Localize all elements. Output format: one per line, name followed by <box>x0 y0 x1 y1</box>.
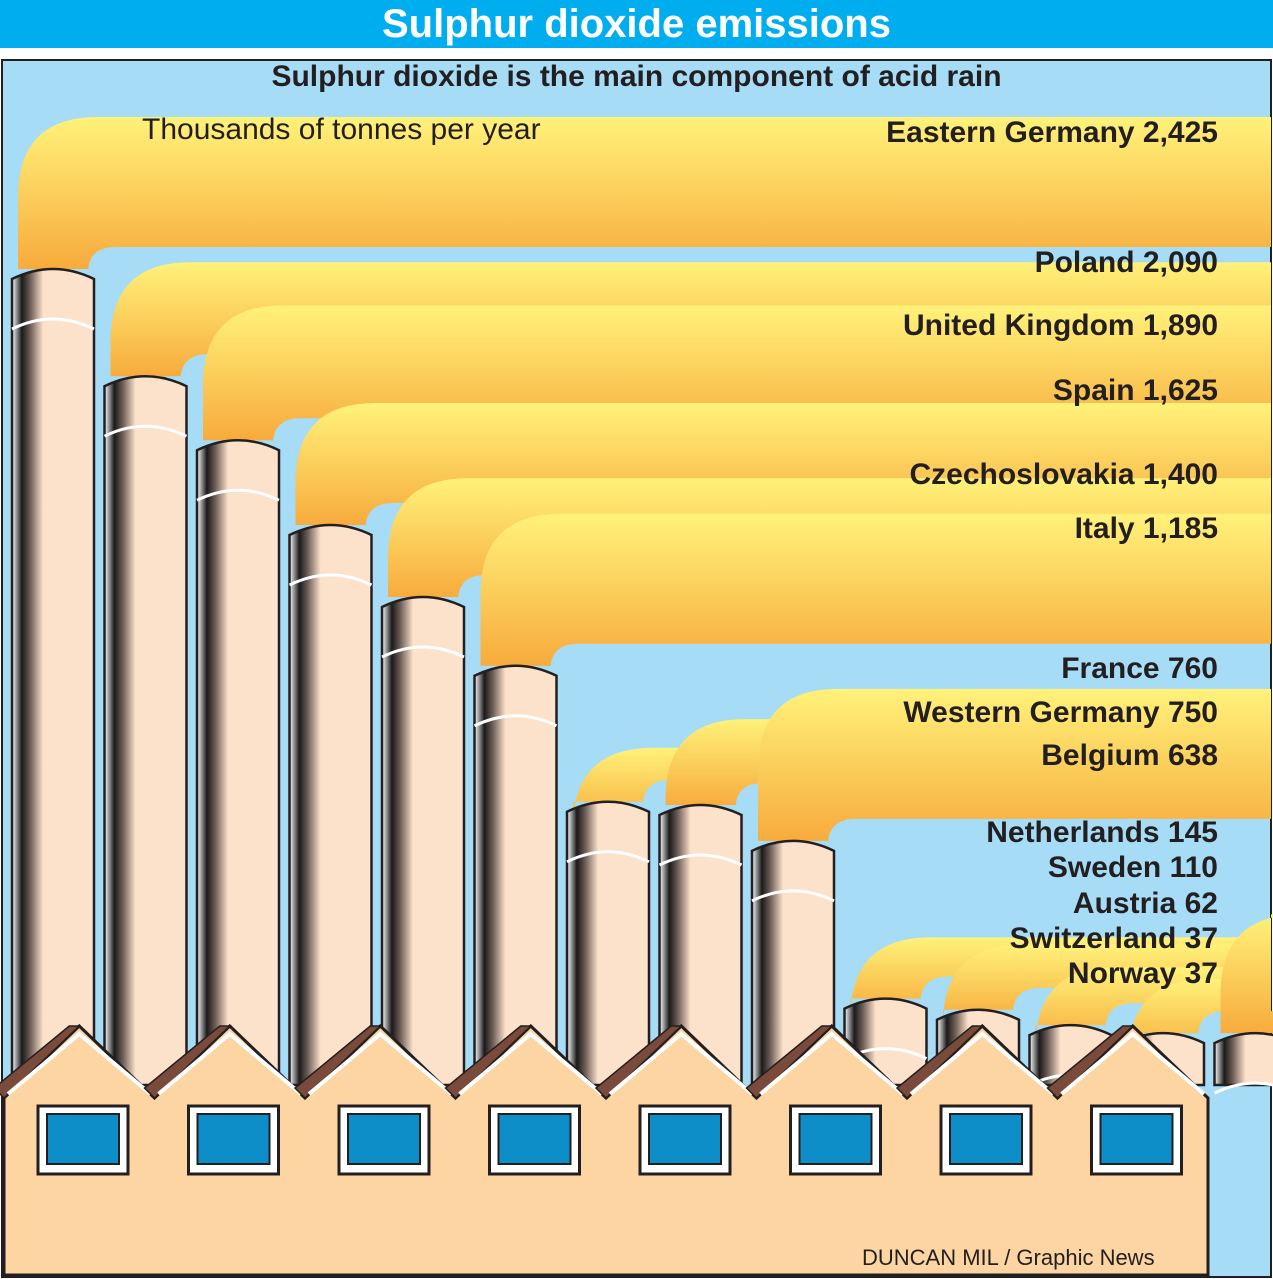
roof-tile <box>1046 1025 1135 1100</box>
data-label: Netherlands 145 <box>986 816 1218 849</box>
chimney-band <box>658 853 743 867</box>
unit-label: Thousands of tonnes per year <box>142 113 541 146</box>
window-pane <box>497 1113 572 1165</box>
data-label: Italy 1,185 <box>1075 512 1218 545</box>
chimney-band <box>381 645 465 659</box>
roof-tile <box>895 1025 985 1100</box>
chimney-band <box>1213 1081 1273 1095</box>
data-label: Switzerland 37 <box>1010 922 1218 955</box>
roof-trim <box>157 1031 303 1096</box>
data-label: Belgium 638 <box>1041 739 1218 772</box>
credit-line: DUNCAN MIL / Graphic News <box>862 1245 1155 1270</box>
chart-title: Sulphur dioxide emissions <box>0 0 1273 48</box>
chart-area: Eastern Germany 2,425 Poland 2,090 United … <box>0 59 1273 1278</box>
roof-tile <box>143 1025 232 1100</box>
window-pane <box>648 1113 722 1165</box>
roof-tile <box>0 1025 82 1100</box>
smoke-plume <box>1220 914 1273 1034</box>
roof-trim <box>759 1031 905 1096</box>
window-pane <box>798 1113 873 1165</box>
smoke-plumes <box>18 117 1273 1060</box>
chimney-bar <box>195 438 281 1087</box>
factory-building <box>0 1023 1210 1277</box>
chimney-band <box>288 573 373 587</box>
chimney-band <box>566 850 650 864</box>
chimney-band <box>103 424 188 438</box>
data-label: Eastern Germany 2,425 <box>886 116 1218 149</box>
chimney-bar <box>1213 1031 1273 1087</box>
chimney-band <box>473 714 558 728</box>
roof-trim <box>909 1031 1055 1096</box>
window-pane <box>347 1113 421 1165</box>
chimney-bar <box>380 595 466 1087</box>
roof-tile <box>293 1025 383 1100</box>
roof-trim <box>6 1031 152 1096</box>
value-labels: Eastern Germany 2,425 Poland 2,090 United … <box>886 116 1218 990</box>
window-pane <box>1099 1113 1174 1165</box>
chimney-bar <box>103 374 188 1087</box>
data-label: France 760 <box>1061 652 1218 685</box>
chimney-bar <box>473 664 558 1087</box>
chimney-bar <box>658 803 743 1087</box>
chimney-bar <box>10 267 96 1087</box>
chimney-band <box>751 889 835 903</box>
data-label: Norway 37 <box>1068 957 1218 990</box>
chimneys <box>10 267 1273 1095</box>
data-label: United Kingdom 1,890 <box>903 309 1218 342</box>
window-pane <box>46 1113 120 1165</box>
data-label: Western Germany 750 <box>903 696 1218 729</box>
roof-trim <box>1060 1031 1206 1096</box>
chimney-bar <box>288 523 373 1087</box>
data-label: Austria 62 <box>1073 887 1218 920</box>
chimney-band <box>11 317 95 331</box>
data-label: Czechoslovakia 1,400 <box>909 458 1218 491</box>
roof-tile <box>594 1025 684 1100</box>
roof-tile <box>745 1025 834 1100</box>
chart-subtitle: Sulphur dioxide is the main component of… <box>271 60 1002 93</box>
data-label: Spain 1,625 <box>1053 374 1218 407</box>
roof-trim <box>608 1031 754 1096</box>
roof-trim <box>458 1031 604 1096</box>
chimney-band <box>196 488 280 502</box>
roof-tile <box>444 1025 533 1100</box>
smoke-plume <box>480 513 1271 670</box>
data-label: Sweden 110 <box>1048 851 1218 884</box>
chimney-bar <box>750 839 836 1087</box>
data-label: Poland 2,090 <box>1035 246 1218 279</box>
smoke-plume <box>18 117 1271 273</box>
chimney-bar <box>565 800 651 1087</box>
roof-trim <box>307 1031 453 1096</box>
window-pane <box>949 1113 1023 1165</box>
smoke-plume <box>758 688 1271 845</box>
window-pane <box>196 1113 271 1165</box>
